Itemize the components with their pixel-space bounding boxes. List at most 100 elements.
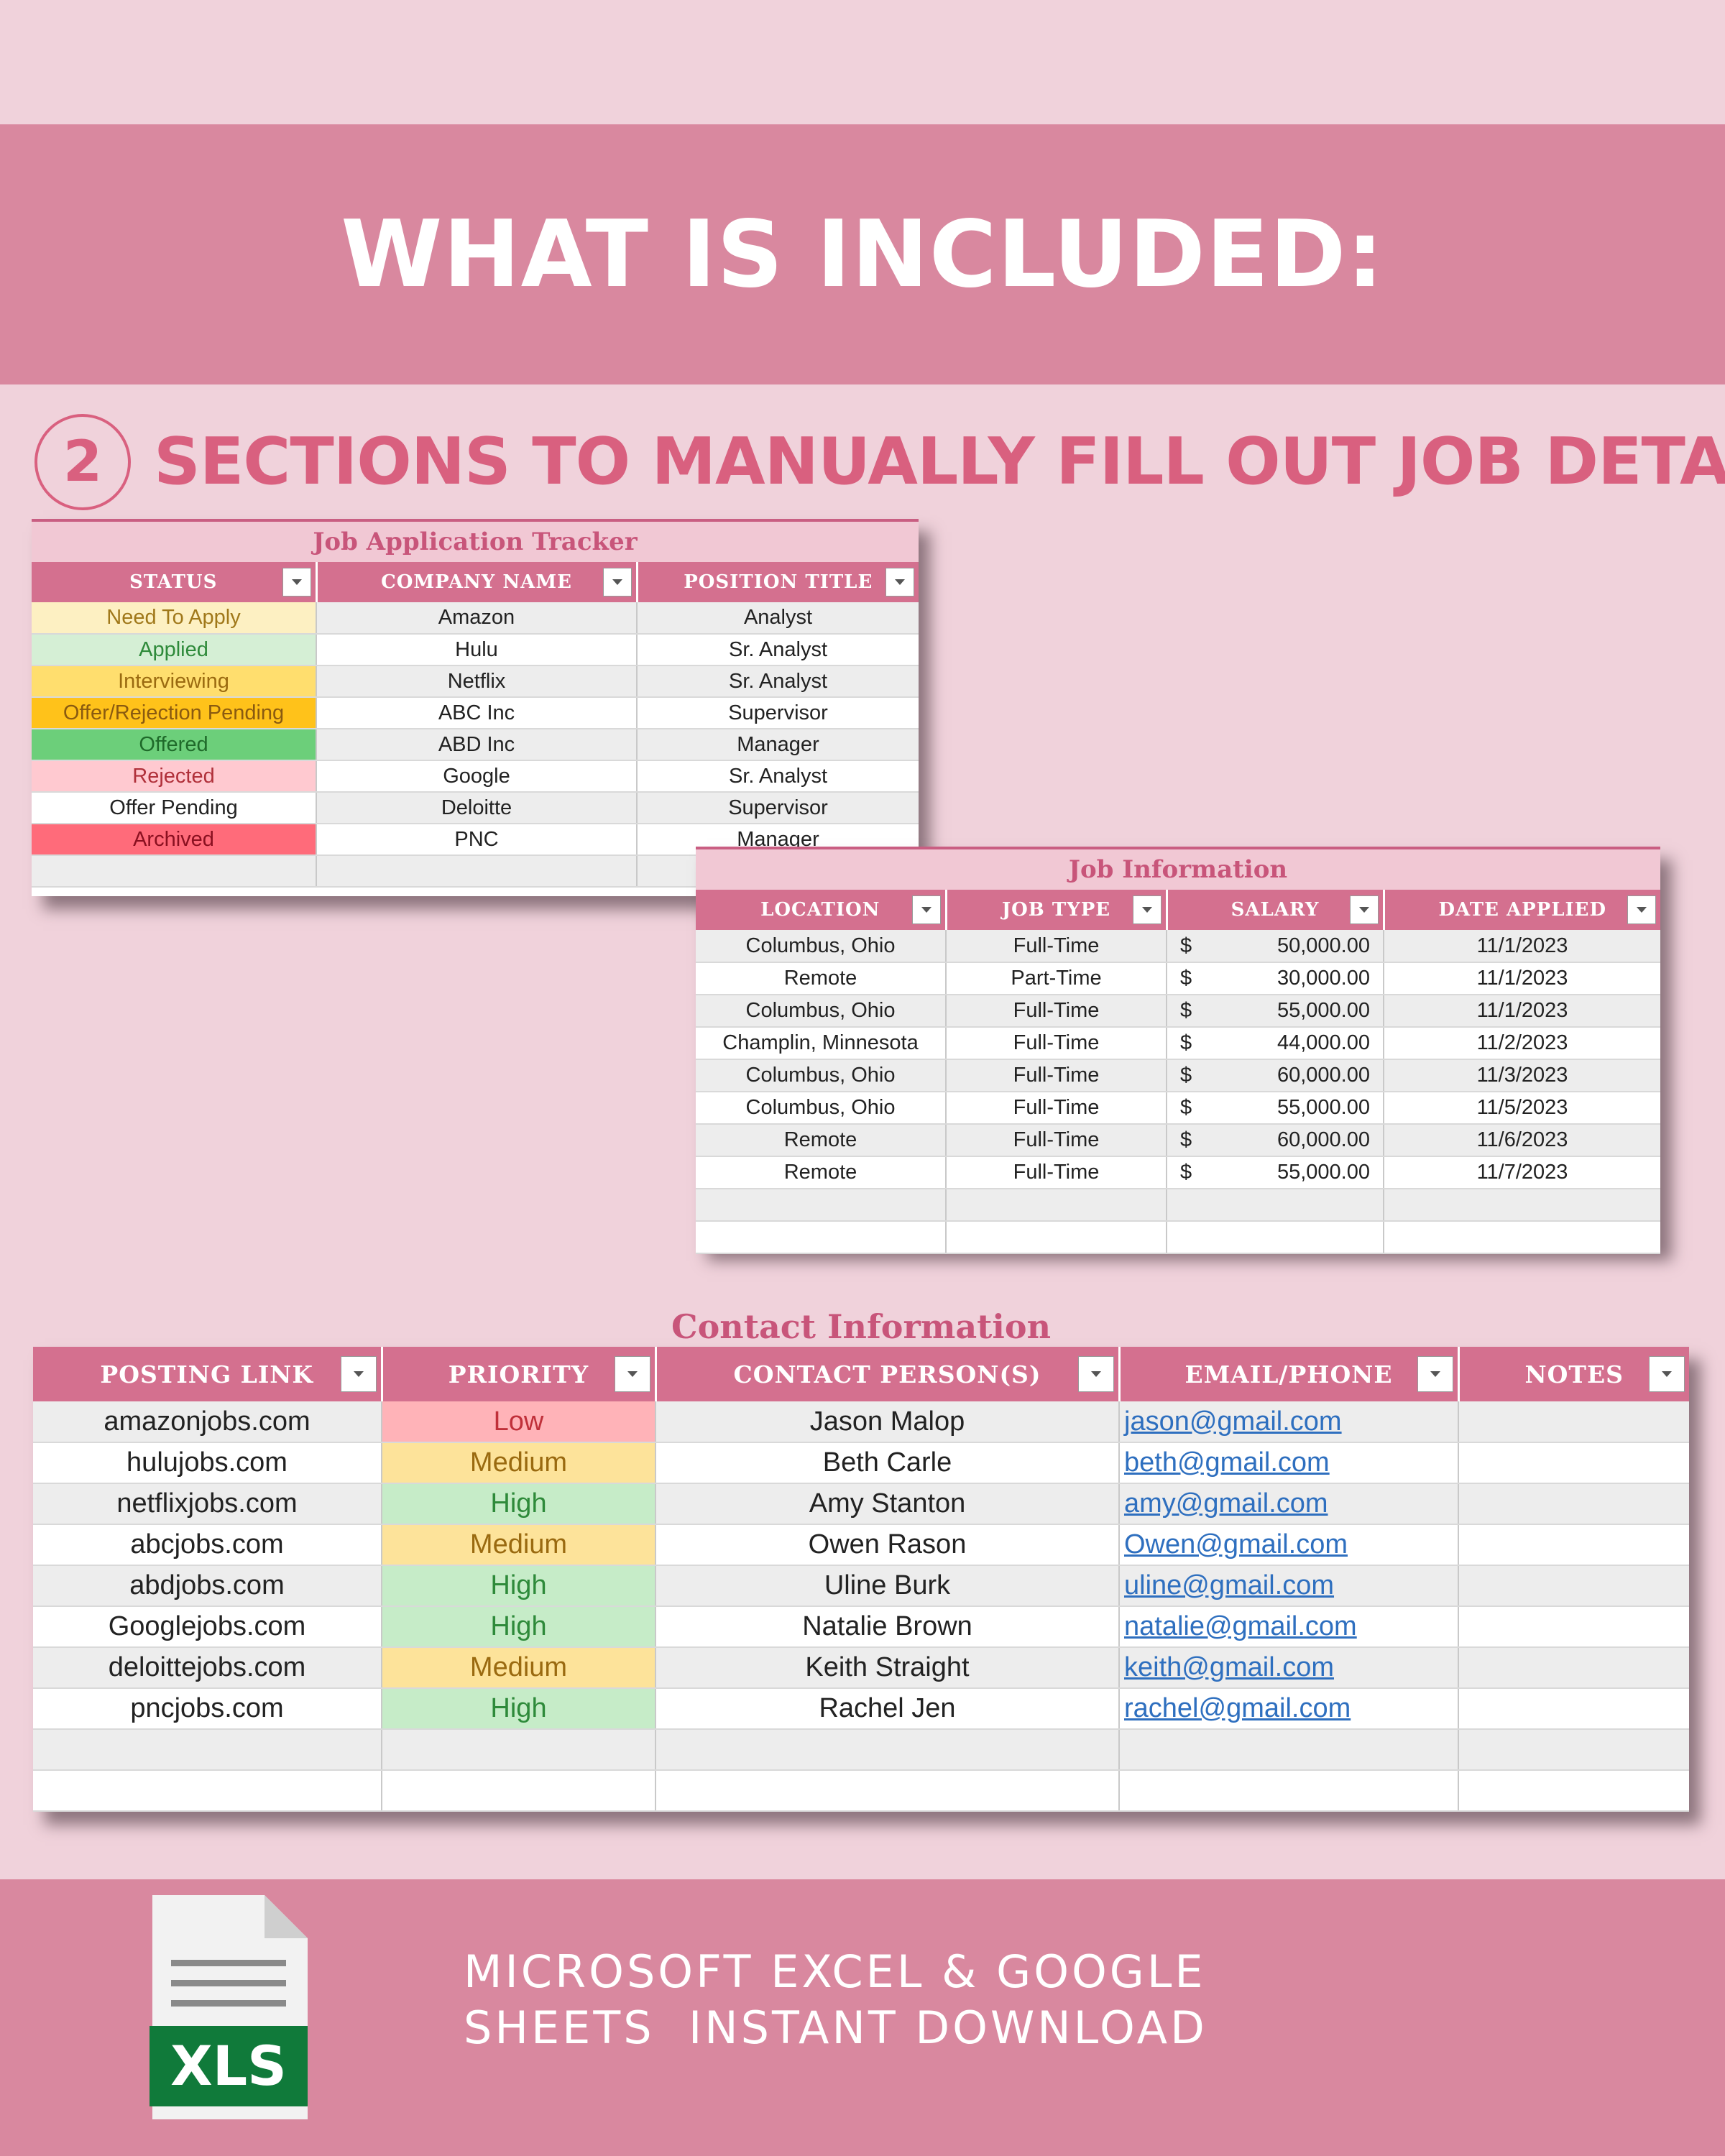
email-cell[interactable]: uline@gmail.com	[1119, 1565, 1459, 1607]
salary-cell[interactable]	[1167, 1221, 1384, 1254]
contact-person-cell[interactable]	[656, 1770, 1120, 1812]
status-cell[interactable]: Offer/Rejection Pending	[32, 697, 317, 729]
position-cell[interactable]: Analyst	[637, 602, 919, 635]
salary-cell[interactable]: $30,000.00	[1167, 962, 1384, 995]
filter-dropdown-icon[interactable]	[602, 568, 632, 596]
posting-link-cell[interactable]: amazonjobs.com	[33, 1401, 382, 1443]
email-cell[interactable]: rachel@gmail.com	[1119, 1688, 1459, 1730]
location-cell[interactable]	[696, 1189, 947, 1222]
priority-cell[interactable]: High	[382, 1688, 656, 1730]
contact-person-cell[interactable]: Beth Carle	[656, 1442, 1120, 1484]
email-cell[interactable]: amy@gmail.com	[1119, 1483, 1459, 1525]
contact-person-cell[interactable]: Rachel Jen	[656, 1688, 1120, 1730]
company-cell[interactable]: Amazon	[316, 602, 638, 635]
job-type-cell[interactable]: Full-Time	[946, 930, 1167, 963]
email-link[interactable]: uline@gmail.com	[1124, 1570, 1335, 1600]
jobinfo-header-1[interactable]: JOB TYPE	[946, 890, 1168, 930]
company-cell[interactable]: Netflix	[316, 665, 638, 698]
status-cell[interactable]: Interviewing	[32, 665, 317, 698]
email-link[interactable]: natalie@gmail.com	[1124, 1611, 1357, 1641]
company-cell[interactable]: Google	[316, 760, 638, 793]
contact-person-cell[interactable]: Owen Rason	[656, 1524, 1120, 1566]
priority-cell[interactable]: Medium	[382, 1647, 656, 1689]
filter-dropdown-icon[interactable]	[886, 568, 914, 596]
filter-dropdown-icon[interactable]	[1627, 895, 1656, 924]
filter-dropdown-icon[interactable]	[282, 568, 311, 596]
salary-cell[interactable]: $55,000.00	[1167, 995, 1384, 1028]
filter-dropdown-icon[interactable]	[911, 895, 941, 924]
location-cell[interactable]: Remote	[696, 962, 947, 995]
salary-cell[interactable]	[1167, 1189, 1384, 1222]
position-cell[interactable]: Supervisor	[637, 697, 919, 729]
jobinfo-header-2[interactable]: SALARY	[1167, 890, 1385, 930]
contact-header-2[interactable]: CONTACT PERSON(S)	[656, 1347, 1121, 1401]
salary-cell[interactable]: $50,000.00	[1167, 930, 1384, 963]
tracker-header-0[interactable]: STATUS	[32, 562, 318, 602]
date-applied-cell[interactable]: 11/6/2023	[1384, 1124, 1660, 1157]
date-applied-cell[interactable]: 11/1/2023	[1384, 962, 1660, 995]
date-applied-cell[interactable]: 11/1/2023	[1384, 995, 1660, 1028]
location-cell[interactable]	[696, 1221, 947, 1254]
filter-dropdown-icon[interactable]	[340, 1356, 377, 1392]
priority-cell[interactable]: Medium	[382, 1442, 656, 1484]
status-cell[interactable]: Archived	[32, 824, 317, 856]
email-cell[interactable]	[1119, 1729, 1459, 1771]
email-cell[interactable]: natalie@gmail.com	[1119, 1606, 1459, 1648]
status-cell[interactable]: Applied	[32, 634, 317, 666]
jobinfo-header-0[interactable]: LOCATION	[696, 890, 947, 930]
position-cell[interactable]: Supervisor	[637, 792, 919, 824]
posting-link-cell[interactable]: abdjobs.com	[33, 1565, 382, 1607]
location-cell[interactable]: Columbus, Ohio	[696, 1059, 947, 1092]
email-link[interactable]: beth@gmail.com	[1124, 1447, 1330, 1478]
notes-cell[interactable]	[1458, 1729, 1689, 1771]
location-cell[interactable]: Columbus, Ohio	[696, 995, 947, 1028]
priority-cell[interactable]: High	[382, 1483, 656, 1525]
company-cell[interactable]: ABD Inc	[316, 729, 638, 761]
posting-link-cell[interactable]: abcjobs.com	[33, 1524, 382, 1566]
status-cell[interactable]: Need To Apply	[32, 602, 317, 635]
salary-cell[interactable]: $55,000.00	[1167, 1156, 1384, 1189]
filter-dropdown-icon[interactable]	[1649, 1356, 1685, 1392]
filter-dropdown-icon[interactable]	[1077, 1356, 1114, 1392]
location-cell[interactable]: Champlin, Minnesota	[696, 1027, 947, 1060]
tracker-header-2[interactable]: POSITION TITLE	[637, 562, 919, 602]
email-cell[interactable]: beth@gmail.com	[1119, 1442, 1459, 1484]
contact-header-4[interactable]: NOTES	[1458, 1347, 1689, 1401]
salary-cell[interactable]: $44,000.00	[1167, 1027, 1384, 1060]
email-cell[interactable]: keith@gmail.com	[1119, 1647, 1459, 1689]
posting-link-cell[interactable]: Googlejobs.com	[33, 1606, 382, 1648]
posting-link-cell[interactable]	[33, 1770, 382, 1812]
job-type-cell[interactable]: Full-Time	[946, 1092, 1167, 1125]
notes-cell[interactable]	[1458, 1483, 1689, 1525]
job-type-cell[interactable]: Full-Time	[946, 1124, 1167, 1157]
location-cell[interactable]: Columbus, Ohio	[696, 930, 947, 963]
filter-dropdown-icon[interactable]	[1132, 895, 1162, 924]
email-link[interactable]: Owen@gmail.com	[1124, 1529, 1348, 1560]
date-applied-cell[interactable]: 11/3/2023	[1384, 1059, 1660, 1092]
date-applied-cell[interactable]: 11/1/2023	[1384, 930, 1660, 963]
notes-cell[interactable]	[1458, 1401, 1689, 1443]
job-type-cell[interactable]	[946, 1221, 1167, 1254]
posting-link-cell[interactable]: pncjobs.com	[33, 1688, 382, 1730]
contact-header-3[interactable]: EMAIL/PHONE	[1119, 1347, 1460, 1401]
filter-dropdown-icon[interactable]	[1417, 1356, 1453, 1392]
position-cell[interactable]: Sr. Analyst	[637, 665, 919, 698]
email-link[interactable]: amy@gmail.com	[1124, 1488, 1328, 1519]
salary-cell[interactable]: $60,000.00	[1167, 1124, 1384, 1157]
email-cell[interactable]	[1119, 1770, 1459, 1812]
priority-cell[interactable]: Low	[382, 1401, 656, 1443]
notes-cell[interactable]	[1458, 1442, 1689, 1484]
priority-cell[interactable]: Medium	[382, 1524, 656, 1566]
date-applied-cell[interactable]: 11/5/2023	[1384, 1092, 1660, 1125]
position-cell[interactable]: Sr. Analyst	[637, 760, 919, 793]
position-cell[interactable]: Manager	[637, 729, 919, 761]
job-type-cell[interactable]: Full-Time	[946, 1059, 1167, 1092]
posting-link-cell[interactable]: hulujobs.com	[33, 1442, 382, 1484]
position-cell[interactable]: Sr. Analyst	[637, 634, 919, 666]
date-applied-cell[interactable]: 11/2/2023	[1384, 1027, 1660, 1060]
contact-person-cell[interactable]: Keith Straight	[656, 1647, 1120, 1689]
priority-cell[interactable]	[382, 1729, 656, 1771]
location-cell[interactable]: Columbus, Ohio	[696, 1092, 947, 1125]
email-cell[interactable]: jason@gmail.com	[1119, 1401, 1459, 1443]
posting-link-cell[interactable]: netflixjobs.com	[33, 1483, 382, 1525]
